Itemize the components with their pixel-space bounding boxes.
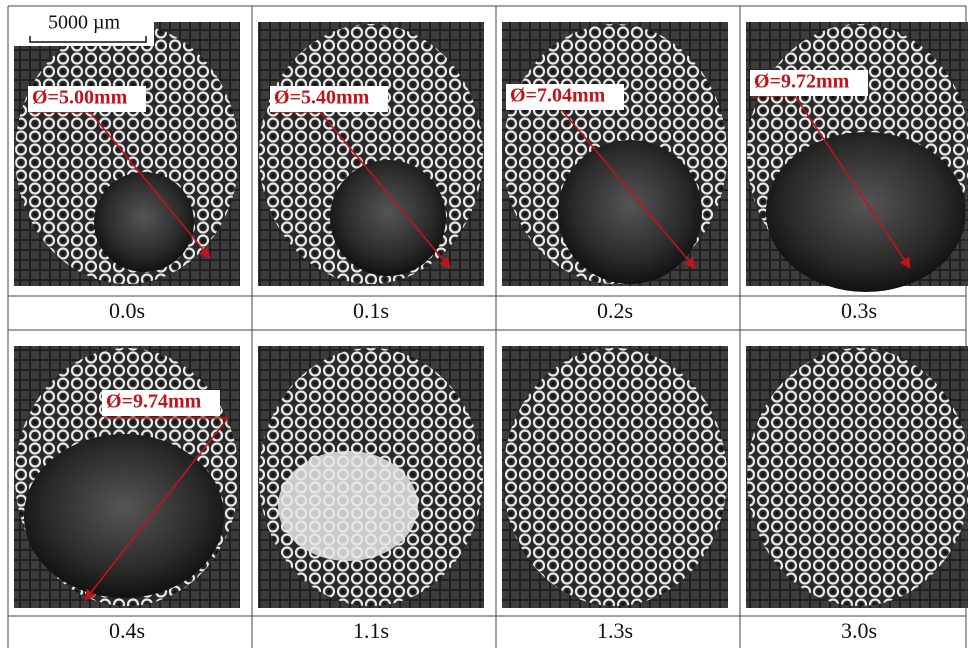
diameter-label: Ø=5.00mm (32, 87, 128, 109)
wet-region (278, 451, 418, 561)
diameter-label: Ø=5.40mm (274, 87, 370, 109)
panel: 0.2s Ø=7.04mm (502, 22, 728, 323)
time-label: 0.0s (109, 298, 145, 323)
droplet (24, 434, 224, 598)
droplet (330, 160, 446, 276)
panel: 0.4s Ø=9.74mm (14, 346, 240, 643)
scale-label: 5000 µm (48, 12, 121, 34)
frame-grid: 0.0s Ø=5.00mm 0.1s Ø=5.40mm 0.2s Ø=7.04mm 0.3s… (14, 22, 968, 643)
scale-bar: 5000 µm (14, 12, 154, 46)
time-label: 1.1s (353, 618, 389, 643)
time-label: 0.1s (353, 298, 389, 323)
time-label: 0.4s (109, 618, 145, 643)
time-label: 1.3s (597, 618, 633, 643)
diameter-label: Ø=9.72mm (754, 71, 850, 93)
panel: 3.0s (746, 346, 968, 643)
panel: 0.1s Ø=5.40mm (258, 22, 484, 323)
mesh-disk (503, 348, 727, 606)
time-label: 0.3s (841, 298, 877, 323)
droplet (94, 172, 194, 272)
panel: 0.0s Ø=5.00mm (14, 22, 240, 323)
panel: 1.3s (502, 346, 728, 643)
time-label: 3.0s (841, 618, 877, 643)
mesh-disk (747, 348, 968, 606)
diameter-label: Ø=7.04mm (510, 85, 606, 107)
figure: 0.0s Ø=5.00mm 0.1s Ø=5.40mm 0.2s Ø=7.04mm 0.3s… (0, 0, 968, 648)
panel: 1.1s (258, 346, 484, 643)
time-label: 0.2s (597, 298, 633, 323)
droplet (558, 140, 702, 284)
droplet (766, 132, 966, 292)
diameter-label: Ø=9.74mm (106, 391, 202, 413)
panel: 0.3s Ø=9.72mm (746, 22, 968, 323)
